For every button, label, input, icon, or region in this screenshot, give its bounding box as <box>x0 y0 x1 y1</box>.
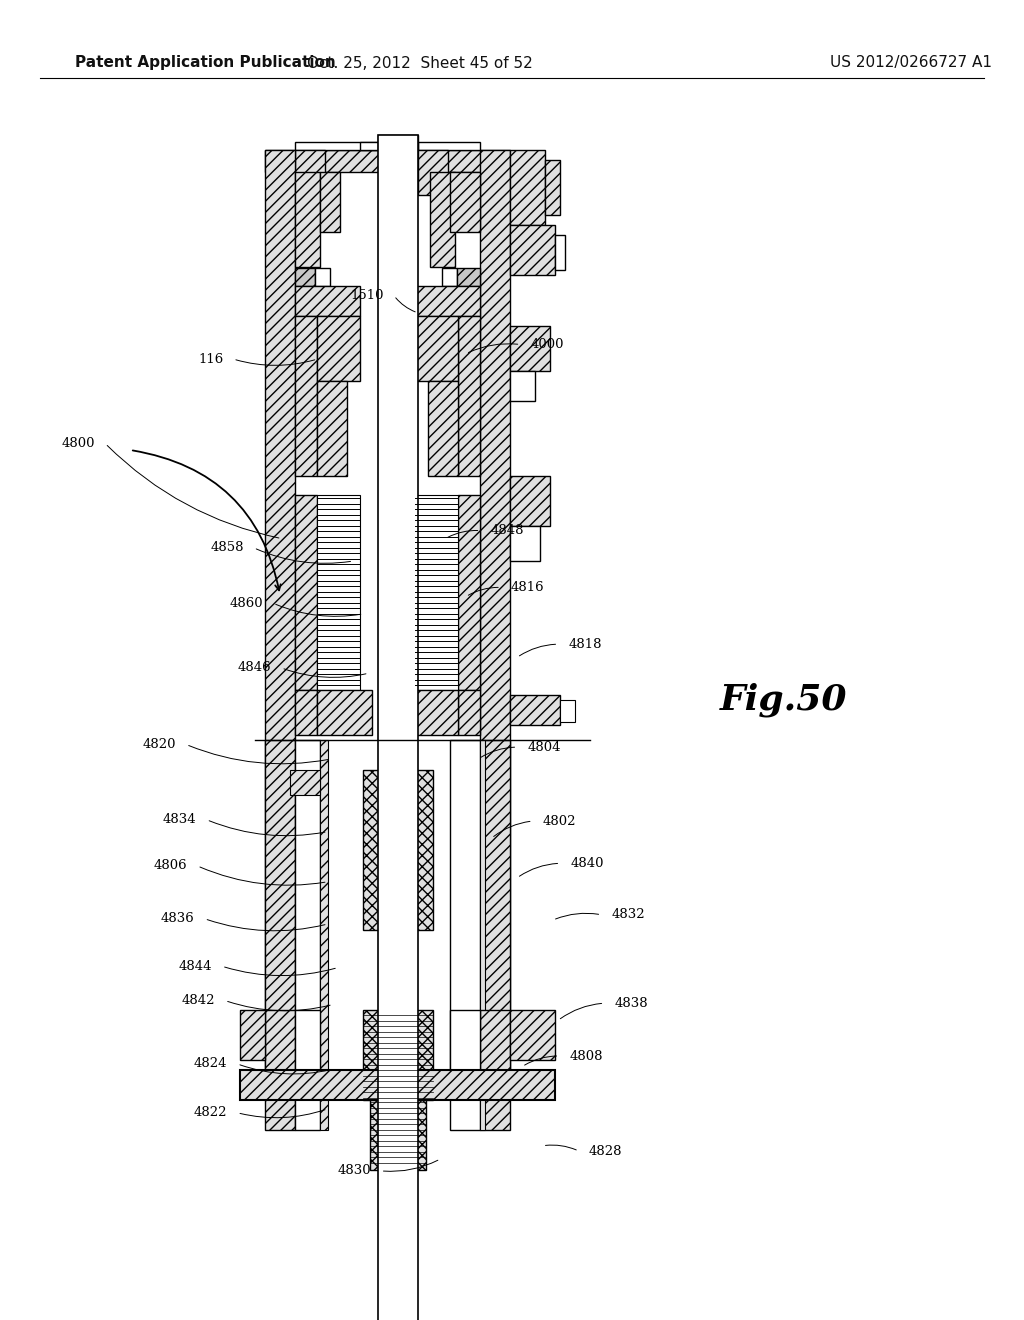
Bar <box>480 741 510 1130</box>
Bar <box>415 315 458 381</box>
Text: 4820: 4820 <box>142 738 176 751</box>
Bar <box>510 224 555 275</box>
Bar <box>265 741 295 1130</box>
Bar <box>510 150 545 224</box>
Text: 4860: 4860 <box>229 597 263 610</box>
Bar <box>360 143 418 150</box>
Bar <box>415 286 480 315</box>
Bar <box>240 1010 265 1060</box>
Bar <box>545 160 560 215</box>
Bar <box>295 315 317 477</box>
Text: 4836: 4836 <box>161 912 195 925</box>
Bar <box>510 696 560 725</box>
Text: 4808: 4808 <box>569 1049 603 1063</box>
Bar <box>295 143 480 150</box>
Bar <box>362 770 433 931</box>
Bar <box>415 495 458 690</box>
Text: US 2012/0266727 A1: US 2012/0266727 A1 <box>830 55 992 70</box>
Text: 4000: 4000 <box>530 338 564 351</box>
Bar <box>378 135 418 150</box>
Bar <box>560 700 575 722</box>
Bar <box>319 741 328 1130</box>
Bar <box>457 268 480 286</box>
Bar <box>418 150 449 195</box>
Text: 4842: 4842 <box>181 994 215 1007</box>
Bar <box>458 315 480 477</box>
Bar <box>295 741 319 1130</box>
Text: 4840: 4840 <box>570 857 604 870</box>
Bar <box>430 172 455 267</box>
Bar <box>480 741 485 1130</box>
Bar <box>295 268 315 286</box>
Bar <box>265 150 510 172</box>
Bar <box>378 135 418 1320</box>
Bar <box>480 1010 510 1071</box>
Bar <box>450 172 480 232</box>
Bar <box>450 741 480 1130</box>
Text: 4844: 4844 <box>178 960 212 973</box>
Bar <box>510 326 550 371</box>
Text: 4822: 4822 <box>194 1106 227 1119</box>
Text: 4846: 4846 <box>238 661 271 675</box>
Bar <box>510 1010 555 1060</box>
Bar <box>458 495 480 690</box>
Text: 4830: 4830 <box>337 1164 371 1177</box>
Text: 4800: 4800 <box>61 437 95 450</box>
Text: 4818: 4818 <box>568 638 602 651</box>
Text: 4838: 4838 <box>614 997 648 1010</box>
Bar <box>295 150 325 195</box>
Bar <box>317 381 347 477</box>
Bar <box>319 172 340 232</box>
Bar <box>317 690 372 735</box>
Bar <box>265 1010 295 1071</box>
Text: 4806: 4806 <box>154 859 187 873</box>
Bar <box>510 371 535 401</box>
Text: 4832: 4832 <box>611 908 645 921</box>
Bar <box>317 315 360 381</box>
Bar <box>290 770 319 795</box>
Bar <box>510 525 540 561</box>
Bar <box>317 495 360 690</box>
Bar <box>295 172 319 267</box>
Text: Fig.50: Fig.50 <box>720 682 848 717</box>
Text: 116: 116 <box>198 352 223 366</box>
Bar <box>555 235 565 271</box>
Text: 4824: 4824 <box>194 1057 227 1071</box>
Bar <box>362 1010 433 1100</box>
Text: 1510: 1510 <box>350 289 384 302</box>
Bar <box>295 690 317 735</box>
Bar <box>295 286 360 315</box>
Text: 4848: 4848 <box>490 524 524 537</box>
Text: 4816: 4816 <box>511 581 545 594</box>
Text: 4802: 4802 <box>543 814 577 828</box>
Text: 4858: 4858 <box>210 541 244 554</box>
Bar <box>480 150 510 1049</box>
Text: Oct. 25, 2012  Sheet 45 of 52: Oct. 25, 2012 Sheet 45 of 52 <box>307 55 532 70</box>
Bar <box>442 268 457 286</box>
Text: 4828: 4828 <box>589 1144 623 1158</box>
Text: 4804: 4804 <box>527 741 561 754</box>
Bar <box>510 477 550 525</box>
Bar <box>370 1100 426 1170</box>
Bar <box>295 1010 319 1071</box>
Bar <box>315 268 330 286</box>
Bar <box>403 690 458 735</box>
Bar <box>240 1071 555 1100</box>
Text: Patent Application Publication: Patent Application Publication <box>75 55 336 70</box>
Bar <box>450 1010 480 1071</box>
Bar <box>265 150 295 1049</box>
Bar <box>458 690 480 735</box>
Bar <box>428 381 458 477</box>
Text: 4834: 4834 <box>163 813 197 826</box>
Bar <box>295 495 317 690</box>
